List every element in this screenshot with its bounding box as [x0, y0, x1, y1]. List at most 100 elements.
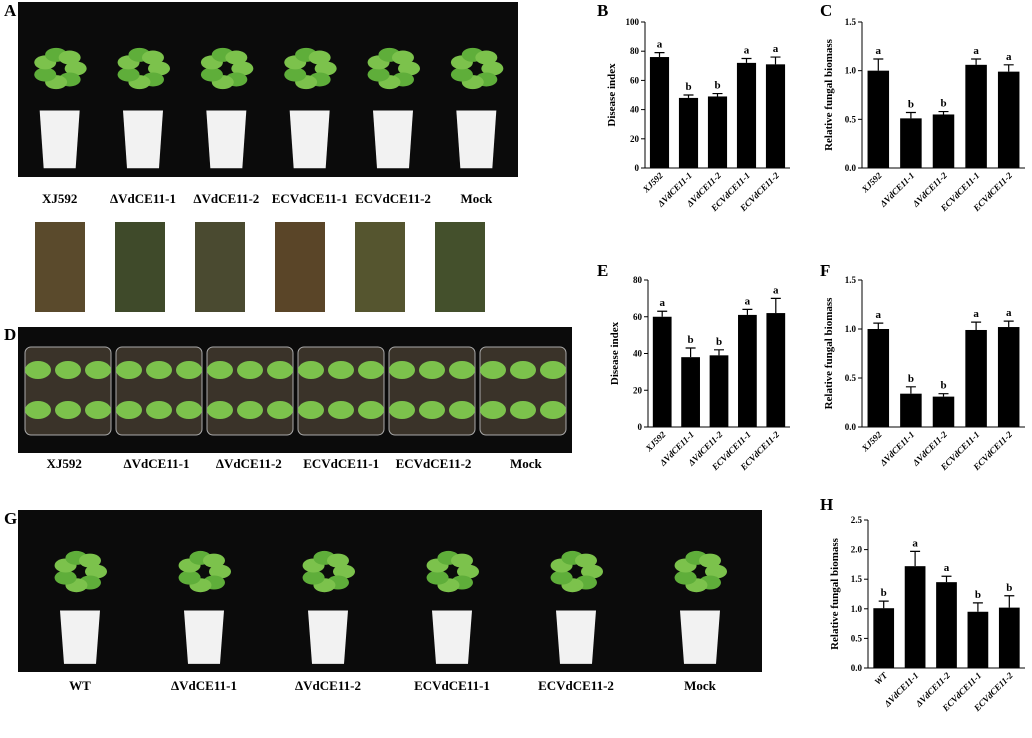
leaf — [298, 361, 324, 379]
error-bar — [878, 600, 889, 609]
y-tick-label: 60 — [633, 312, 643, 322]
significance-letter: b — [940, 380, 946, 392]
error-bar — [938, 393, 949, 397]
y-tick-label: 0.5 — [845, 373, 857, 383]
leaf — [302, 570, 325, 585]
y-tick-label: 0.0 — [845, 163, 857, 173]
x-tick-label: WT — [872, 670, 889, 687]
error-bar — [654, 52, 665, 58]
leaf — [78, 553, 101, 568]
leaf — [54, 570, 77, 585]
leaf — [358, 361, 384, 379]
stem-section — [195, 222, 245, 312]
leaf — [367, 67, 390, 82]
bar — [998, 607, 1020, 668]
leaf — [449, 401, 475, 419]
pot — [556, 610, 596, 664]
bar — [738, 314, 757, 427]
photo-caption: ECVdCE11-1 — [414, 678, 490, 693]
tray — [24, 346, 112, 436]
leaf — [391, 50, 414, 65]
leaf — [176, 401, 202, 419]
stem-section — [435, 222, 485, 312]
pot — [373, 110, 413, 169]
x-tick-label: XJ592 — [640, 170, 665, 195]
y-tick-label: 1.0 — [845, 66, 857, 76]
significance-letter: b — [908, 373, 914, 385]
error-bar — [1003, 64, 1014, 72]
y-tick-label: 40 — [633, 349, 643, 359]
bar — [736, 62, 757, 168]
leaf — [200, 67, 223, 82]
significance-letter: a — [1006, 51, 1012, 63]
leaf — [326, 553, 349, 568]
leaf — [510, 361, 536, 379]
significance-letter: a — [973, 308, 979, 320]
leaf — [481, 61, 504, 76]
pot — [308, 610, 348, 664]
leaf — [141, 50, 164, 65]
leaf — [231, 61, 254, 76]
pot — [184, 610, 224, 664]
leaf — [267, 361, 293, 379]
error-bar — [1003, 320, 1014, 328]
stem-section — [115, 222, 165, 312]
photo-caption: XJ592 — [46, 456, 81, 471]
leaf — [480, 361, 506, 379]
pot — [123, 110, 163, 169]
error-bar — [941, 575, 952, 583]
error-bar — [683, 94, 694, 98]
photo-caption: WT — [69, 678, 91, 693]
leaf — [450, 67, 473, 82]
significance-letter: b — [688, 334, 694, 346]
bar — [709, 355, 729, 427]
error-bar — [742, 308, 753, 315]
y-tick-label: 100 — [626, 17, 640, 27]
leaf — [64, 61, 87, 76]
photo-caption: ΔVdCE11-1 — [110, 191, 176, 206]
bar — [707, 96, 728, 168]
panel-label: F — [820, 261, 830, 280]
photo-caption: ECVdCE11-2 — [538, 678, 614, 693]
significance-letter: a — [912, 537, 918, 549]
photo-caption: Mock — [684, 678, 717, 693]
leaf — [457, 564, 479, 579]
y-tick-label: 1.5 — [851, 574, 863, 584]
leaf — [358, 401, 384, 419]
error-bar — [741, 57, 752, 63]
x-tick-label: ΔVdCE11-1 — [877, 429, 916, 468]
photo-caption: Mock — [460, 191, 493, 206]
photo-caption: ΔVdCE11-1 — [124, 456, 190, 471]
pot — [39, 110, 80, 169]
y-tick-label: 0.0 — [851, 663, 863, 673]
error-bar — [1004, 595, 1015, 608]
y-tick-label: 1.0 — [845, 324, 857, 334]
photo-caption: ΔVdCE11-2 — [193, 191, 259, 206]
leaf — [146, 401, 172, 419]
leaf — [58, 50, 81, 65]
leaf — [85, 564, 107, 579]
panel-label: E — [597, 261, 608, 280]
significance-letter: b — [975, 589, 981, 601]
y-axis-label: Relative fungal biomass — [823, 297, 835, 410]
panel-label: B — [597, 1, 608, 20]
leaf — [475, 50, 498, 65]
x-tick-label: XJ592 — [643, 429, 668, 454]
leaf — [116, 401, 142, 419]
bar — [867, 329, 890, 427]
leaf — [419, 361, 445, 379]
x-tick-label: XJ592 — [859, 170, 884, 195]
y-tick-label: 80 — [630, 46, 640, 56]
significance-letter: a — [659, 297, 665, 309]
leaf — [449, 361, 475, 379]
y-tick-label: 1.5 — [845, 275, 857, 285]
y-tick-label: 60 — [630, 75, 640, 85]
leaf — [55, 401, 81, 419]
photo-caption: ΔVdCE11-1 — [171, 678, 237, 693]
y-tick-label: 1.0 — [851, 604, 863, 614]
pot — [289, 110, 330, 169]
y-tick-label: 0 — [635, 163, 640, 173]
leaf — [209, 564, 231, 579]
photo-caption: ECVdCE11-2 — [396, 456, 472, 471]
leaf — [550, 570, 573, 585]
